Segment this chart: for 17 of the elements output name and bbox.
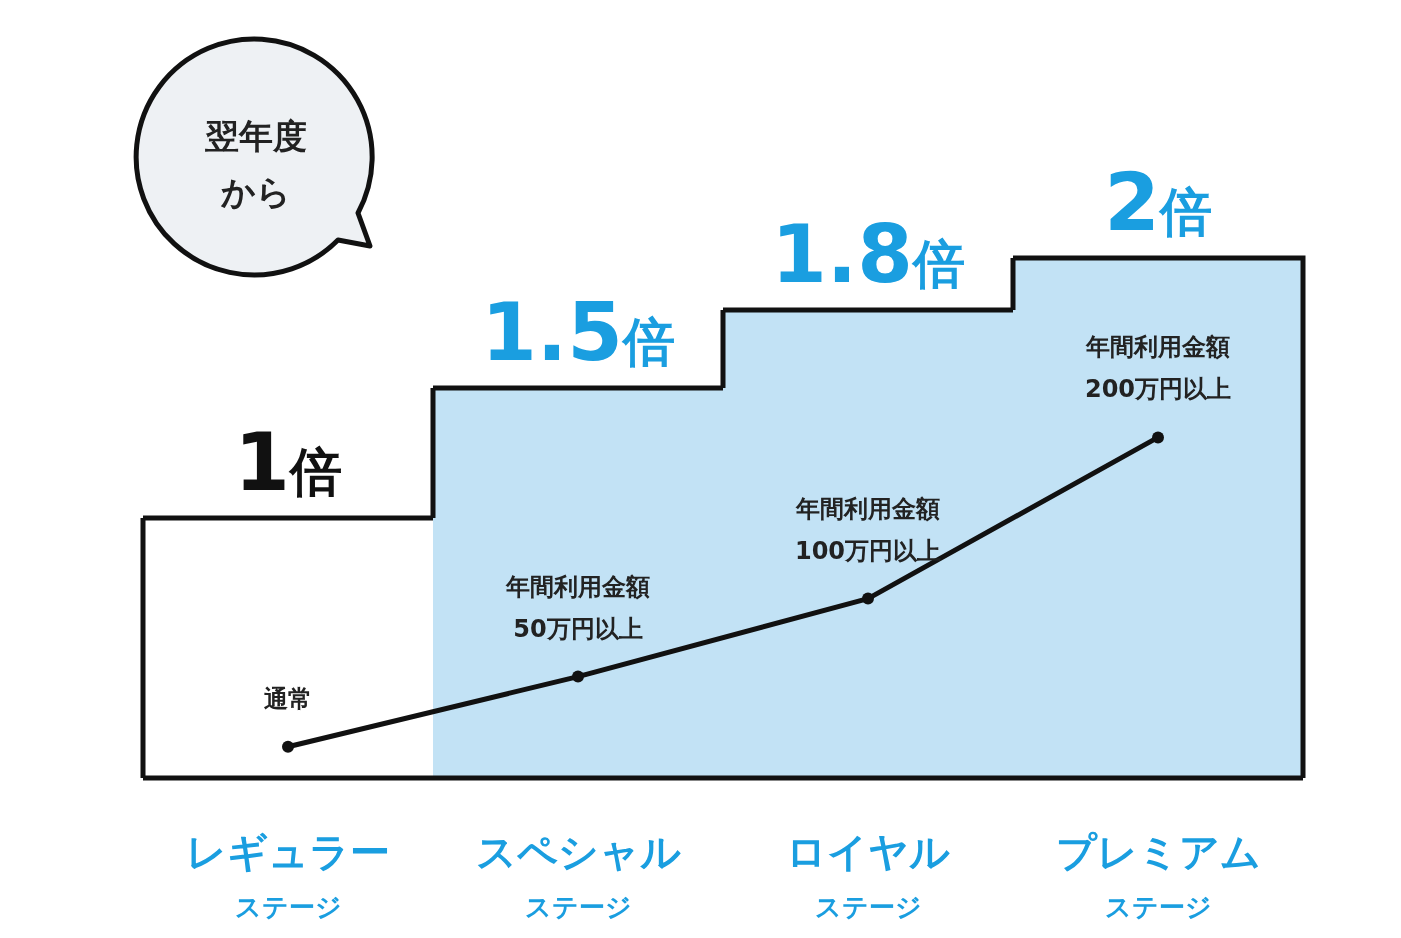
data-label: 1.5倍 — [481, 286, 675, 379]
point — [282, 740, 294, 753]
point — [1152, 431, 1164, 444]
point — [572, 670, 584, 683]
data-label: 年間利用金額100万円以上 — [794, 494, 942, 565]
data-label: 年間利用金額50万円以上 — [505, 572, 650, 643]
x-tick-label: ロイヤルステージ — [786, 829, 950, 922]
x-tick-label: スペシャルステージ — [475, 829, 681, 922]
text: 翌年度から — [205, 116, 307, 212]
data-label: 2倍 — [1104, 156, 1212, 249]
x-tick-label: プレミアムステージ — [1055, 829, 1261, 922]
data-label: 年間利用金額200万円以上 — [1084, 333, 1232, 404]
x-tick-label: レギュラーステージ — [186, 829, 390, 922]
point — [862, 592, 874, 605]
data-label: 1.8倍 — [771, 208, 965, 301]
data-label: 通常 — [263, 684, 312, 713]
data-label: 1倍 — [234, 416, 342, 509]
